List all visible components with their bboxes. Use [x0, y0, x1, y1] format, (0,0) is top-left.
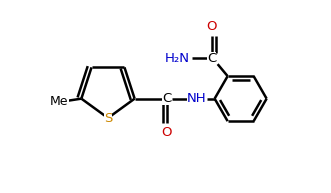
Text: C: C: [207, 52, 216, 65]
Text: NH: NH: [187, 92, 207, 105]
Text: Me: Me: [50, 95, 69, 108]
Text: H₂N: H₂N: [165, 52, 190, 65]
Text: C: C: [162, 92, 171, 105]
Text: S: S: [104, 113, 112, 125]
Text: O: O: [162, 126, 172, 139]
Text: O: O: [207, 20, 217, 33]
